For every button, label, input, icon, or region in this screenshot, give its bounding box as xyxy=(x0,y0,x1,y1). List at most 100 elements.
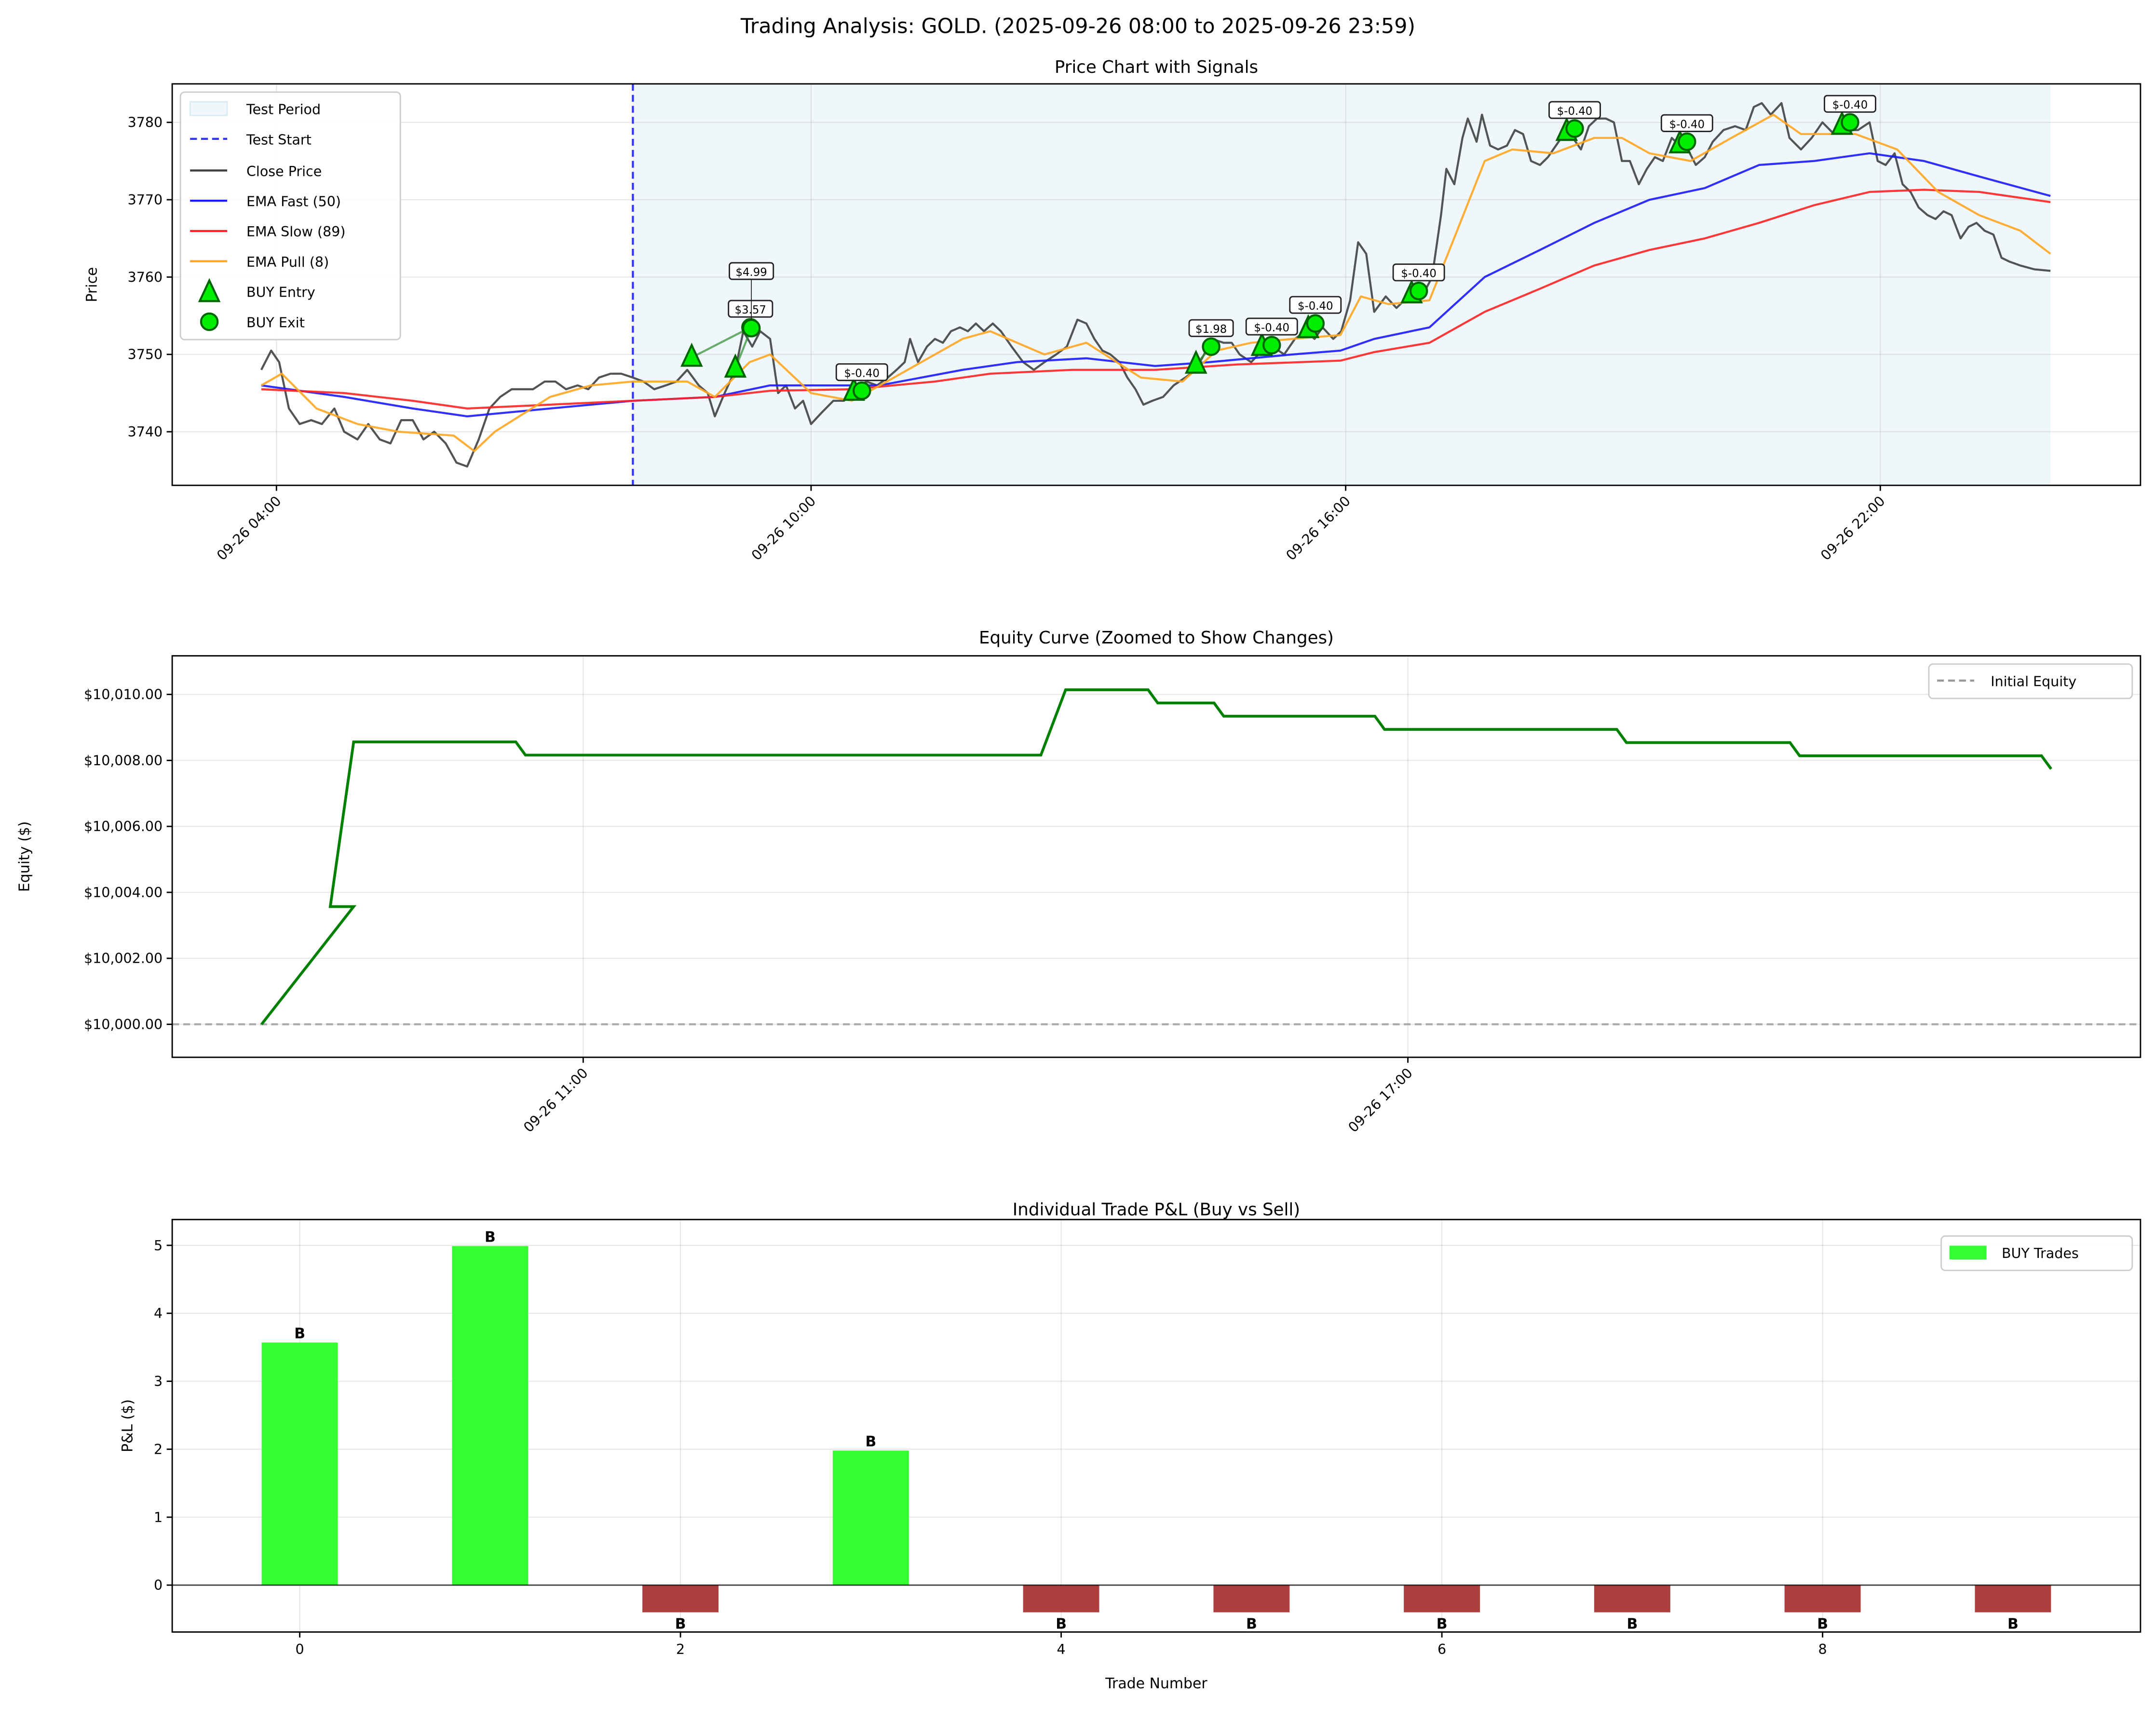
axes-frame xyxy=(171,655,2142,1058)
pnl-annotation-box xyxy=(1289,296,1342,314)
pnl-annotation-label: $1.98 xyxy=(1195,323,1227,336)
legend-frame xyxy=(179,91,401,341)
pnl-annotation-box xyxy=(835,363,888,382)
buy-exit-marker xyxy=(1202,337,1220,356)
pnl-bar xyxy=(832,1450,909,1586)
legend-label-entry: BUY Entry xyxy=(246,285,315,301)
y-tick-label: $10,002.00 xyxy=(84,951,163,967)
legend-frame xyxy=(1940,1235,2133,1271)
legend-label-test-period: Test Period xyxy=(246,102,321,118)
price-chart: $3.57 $4.99 $-0.40 $1.98 $-0.40 $-0.40 $-0.40 $… xyxy=(128,83,2142,563)
pnl-bar xyxy=(642,1585,719,1613)
y-tick-label: 1 xyxy=(154,1509,163,1525)
legend-label-initial-equity: Initial Equity xyxy=(1991,673,2076,689)
figure-title: Trading Analysis: GOLD. (2025-09-26 08:0… xyxy=(740,14,1415,38)
x-tick-label: 4 xyxy=(1057,1641,1066,1657)
bar-label: B xyxy=(485,1229,496,1246)
trade-connector xyxy=(691,326,751,359)
y-tick-label: $10,010.00 xyxy=(84,687,163,703)
legend-frame xyxy=(1928,663,2133,699)
test-period-shading xyxy=(633,83,2051,486)
y-tick-label: 3750 xyxy=(128,347,163,363)
x-tick-label: 0 xyxy=(296,1641,304,1657)
pnl-bar xyxy=(1594,1585,1670,1613)
buy-exit-marker xyxy=(1678,132,1696,151)
legend-swatch-test-period xyxy=(189,101,228,116)
bar-label: B xyxy=(1056,1616,1067,1633)
buy-exit-marker xyxy=(1565,119,1584,138)
y-tick-label: 3770 xyxy=(128,192,163,208)
buy-entry-marker xyxy=(680,342,703,367)
pnl-annotation-box xyxy=(728,300,773,318)
pnl-annotation-box xyxy=(1660,114,1713,132)
pnl-annotation-label: $-0.40 xyxy=(1832,99,1868,111)
equity-legend: Initial Equity xyxy=(1928,663,2133,699)
y-tick-label: $10,004.00 xyxy=(84,885,163,901)
bar-label: B xyxy=(1246,1616,1257,1633)
buy-exit-marker xyxy=(1841,113,1859,132)
pnl-chart-title: Individual Trade P&L (Buy vs Sell) xyxy=(1013,1200,1300,1220)
bar-label: B xyxy=(675,1616,686,1633)
y-tick-label: $10,008.00 xyxy=(84,752,163,768)
legend-label-close: Close Price xyxy=(246,164,322,179)
buy-exit-marker xyxy=(1409,282,1428,301)
buy-exit-marker xyxy=(742,318,761,338)
bar-label: B xyxy=(865,1434,876,1450)
pnl-annotation-box xyxy=(1824,95,1876,113)
x-tick-label: 6 xyxy=(1437,1641,1446,1657)
y-tick-label: $10,006.00 xyxy=(84,819,163,834)
legend-label-buy-trades: BUY Trades xyxy=(2002,1245,2079,1261)
plot-area xyxy=(172,83,2141,486)
pnl-legend: BUY Trades xyxy=(1940,1235,2133,1271)
pnl-annotation-box xyxy=(1392,263,1445,282)
legend-label-ema-slow: EMA Slow (89) xyxy=(246,224,345,240)
pnl-bar xyxy=(1213,1585,1290,1613)
buy-entry-marker xyxy=(724,353,747,378)
buy-exit-marker xyxy=(1306,314,1325,333)
bar-label: B xyxy=(2007,1616,2019,1633)
buy-exit-marker xyxy=(1262,336,1281,355)
legend-label-ema-pull: EMA Pull (8) xyxy=(246,254,329,270)
legend-label-test-start: Test Start xyxy=(246,132,312,148)
legend-label-ema-fast: EMA Fast (50) xyxy=(246,194,341,210)
y-tick-label: 2 xyxy=(154,1441,163,1457)
pnl-annotation-label: $3.57 xyxy=(735,304,766,316)
y-tick-label: 3780 xyxy=(128,115,163,131)
pnl-annotation-label: $-0.40 xyxy=(1669,118,1705,131)
bar-label: B xyxy=(294,1326,305,1342)
equity-curve-line xyxy=(260,688,2052,1025)
axes-frame xyxy=(171,83,2142,486)
pnl-annotation-box xyxy=(729,262,774,280)
bar-label: B xyxy=(1437,1616,1448,1633)
legend-entry-triangle-icon xyxy=(198,278,221,302)
pnl-annotation-box xyxy=(1188,319,1234,337)
pnl-annotation-label: $4.99 xyxy=(736,266,767,279)
pnl-bar xyxy=(1975,1585,2051,1613)
legend-swatch-buy-trades xyxy=(1949,1245,1987,1259)
axes-frame xyxy=(171,1218,2142,1633)
y-tick-label: 3740 xyxy=(128,424,163,440)
pnl-annotation-box xyxy=(1548,101,1601,119)
price-legend: Test Period Test Start Close Price EMA F… xyxy=(179,91,401,341)
ema-slow-line xyxy=(261,189,2051,410)
equity-ylabel: Equity ($) xyxy=(16,821,33,892)
pnl-annotation-label: $-0.40 xyxy=(1298,300,1333,313)
price-chart-title: Price Chart with Signals xyxy=(1055,57,1258,77)
pnl-annotation-label: $-0.40 xyxy=(1401,268,1437,280)
pnl-annotation-box xyxy=(1245,317,1298,336)
pnl-bar xyxy=(261,1342,338,1586)
pnl-chart: B B B B B B B B B B 0 1 2 3 4 5 0 2 4 6 8 xyxy=(154,1218,2142,1657)
plot-area xyxy=(172,656,2141,1057)
pnl-annotation-label: $-0.40 xyxy=(1557,105,1593,118)
pnl-ylabel: P&L ($) xyxy=(119,1399,136,1452)
pnl-annotation-label: $-0.40 xyxy=(844,368,880,380)
y-tick-label: 3760 xyxy=(128,269,163,285)
bar-label: B xyxy=(1817,1616,1828,1633)
y-tick-label: 4 xyxy=(154,1306,163,1322)
price-ylabel: Price xyxy=(83,267,100,302)
y-tick-label: 5 xyxy=(154,1238,163,1254)
pnl-bar xyxy=(1784,1585,1861,1613)
x-tick-label: 8 xyxy=(1818,1641,1827,1657)
x-tick-label: 2 xyxy=(676,1641,685,1657)
legend-exit-circle-icon xyxy=(200,312,219,331)
